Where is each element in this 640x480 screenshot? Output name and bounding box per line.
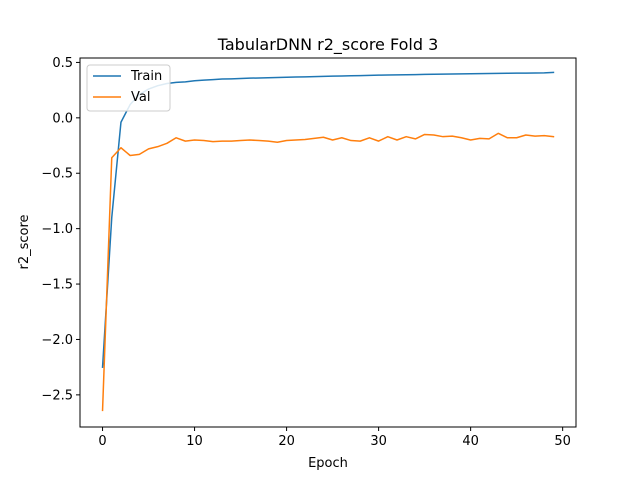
plot-frame	[79, 57, 577, 428]
y-tick-label: −1.5	[41, 278, 73, 293]
x-tick-label: 40	[462, 434, 479, 449]
x-tick-label: 0	[98, 434, 106, 449]
legend-label-val: Val	[131, 90, 150, 105]
x-tick-label: 30	[370, 434, 387, 449]
legend-label-train: Train	[130, 69, 162, 84]
chart-title: TabularDNN r2_score Fold 3	[217, 35, 439, 55]
y-tick-label: 0.0	[52, 111, 73, 126]
ticks-layer: 0 10 20 30 40 50 0.5 0.0 −0.5 −1.0 −1.5 −2.0 −2.5	[41, 56, 571, 449]
x-tick-label: 20	[278, 434, 295, 449]
x-axis-label: Epoch	[308, 456, 348, 471]
y-tick-label: 0.5	[52, 56, 73, 71]
x-tick-label: 50	[554, 434, 571, 449]
legend: Train Val	[86, 64, 171, 112]
lines-layer	[101, 71, 555, 412]
y-tick-label: −2.0	[41, 333, 73, 348]
y-tick-label: −0.5	[41, 167, 73, 182]
series-line-train	[101, 71, 555, 368]
y-axis-label: r2_score	[17, 214, 32, 269]
y-tick-label: −2.5	[41, 388, 73, 403]
series-line-val	[101, 132, 555, 412]
y-tick-label: −1.0	[41, 222, 73, 237]
x-tick-label: 10	[186, 434, 203, 449]
